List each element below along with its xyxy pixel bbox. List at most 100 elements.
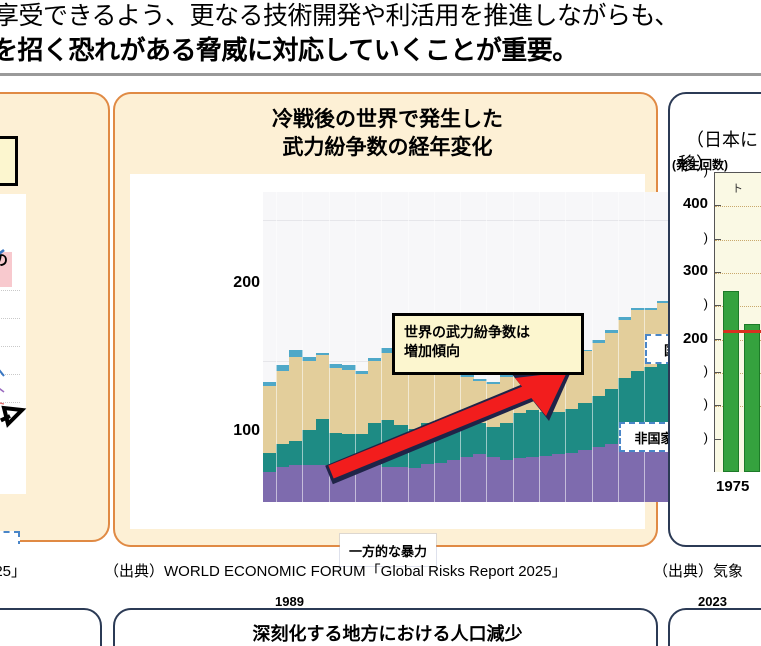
segment-0 xyxy=(473,454,488,502)
segment-0 xyxy=(276,466,290,502)
segment-1 xyxy=(394,424,409,467)
segment-3 xyxy=(289,349,304,357)
segment-0 xyxy=(420,463,435,502)
right-y-tick-minor-200: 200 xyxy=(682,329,708,347)
segment-0 xyxy=(539,455,553,502)
segment-0 xyxy=(499,459,514,502)
bottom-mid-panel: 深刻化する地方における人口減少 (地域人口比率) xyxy=(113,608,658,646)
right-tickmark xyxy=(714,272,721,273)
segment-0 xyxy=(631,437,645,502)
segment-0 xyxy=(407,468,422,502)
segment-0 xyxy=(328,465,343,502)
slide-header: 享受できるよう、更なる技術開発や利活用を推進しながらも、 を招く恐れがある脅威に… xyxy=(0,0,761,74)
trend-note-line-2: 増加傾向 xyxy=(404,342,460,359)
right-bar xyxy=(744,324,760,472)
right-panel: （日本に 移） (発生回数) 1975 ト 400 300))) 200))) xyxy=(668,92,761,547)
segment-2 xyxy=(355,373,369,435)
source-mid: （出典）WORLD ECONOMIC FORUM「Global Risks Re… xyxy=(104,563,567,580)
y-axis-tick-200: 200 xyxy=(233,274,260,291)
column-separator xyxy=(276,192,278,502)
callout-unilateral: 一方的な暴力 xyxy=(340,534,436,566)
right-y-tick-300: 300 xyxy=(682,262,708,279)
segment-1 xyxy=(591,396,606,448)
segment-1 xyxy=(289,441,304,466)
segment-2 xyxy=(328,368,343,433)
segment-0 xyxy=(289,465,304,502)
segment-0 xyxy=(512,458,527,502)
segment-1 xyxy=(263,452,277,473)
chart-column xyxy=(499,375,514,502)
segment-0 xyxy=(394,466,409,502)
segment-2 xyxy=(302,361,317,431)
y-axis-tick-100: 100 xyxy=(233,422,260,439)
segment-1 xyxy=(499,423,514,460)
segment-1 xyxy=(644,366,658,436)
chart-column xyxy=(447,369,461,502)
chart-column xyxy=(539,368,553,502)
segment-1 xyxy=(631,370,645,438)
chart-column xyxy=(328,363,343,502)
right-bar-plot xyxy=(714,172,761,472)
chart-column xyxy=(355,370,369,502)
segment-3 xyxy=(355,370,369,374)
chart-column xyxy=(315,352,330,502)
segment-1 xyxy=(407,428,422,469)
segment-2 xyxy=(315,355,330,419)
right-y-tick-minor-100: ) xyxy=(703,396,708,412)
column-separator xyxy=(644,192,646,502)
segment-0 xyxy=(368,465,382,502)
chart-column xyxy=(276,365,290,502)
right-gridline-350 xyxy=(715,239,761,241)
segment-3 xyxy=(341,365,356,370)
segment-3 xyxy=(460,375,474,377)
chart-column xyxy=(565,358,580,502)
right-panel-inner: （日本に 移） (発生回数) 1975 ト 400 300))) 200))) xyxy=(670,94,761,549)
segment-1 xyxy=(525,410,540,457)
segment-3 xyxy=(302,356,317,362)
right-y-tick-minor-450: ) xyxy=(703,163,708,178)
column-separator xyxy=(355,192,356,502)
mid-title-line-2: 武力紛争数の経年変化 xyxy=(282,135,493,159)
segment-0 xyxy=(591,447,606,502)
chart-column xyxy=(604,330,619,502)
segment-3 xyxy=(276,365,290,371)
right-y-tick-minor-50: ) xyxy=(703,429,708,445)
segment-0 xyxy=(617,440,632,502)
segment-2 xyxy=(433,368,448,425)
chart-column xyxy=(263,382,277,502)
segment-3 xyxy=(486,382,501,384)
gaza-annotation-arrow-icon xyxy=(0,248,5,255)
column-separator xyxy=(302,192,304,502)
segment-0 xyxy=(486,456,501,502)
segment-0 xyxy=(578,449,593,502)
chart-column xyxy=(631,307,645,502)
left-panel-note-box xyxy=(0,136,18,186)
segment-1 xyxy=(276,444,290,467)
segment-1 xyxy=(302,430,317,466)
segment-0 xyxy=(302,465,317,502)
segment-1 xyxy=(473,423,488,455)
chart-column xyxy=(394,354,409,502)
right-tickmark xyxy=(714,238,721,240)
header-divider xyxy=(0,73,761,76)
chart-column xyxy=(289,349,304,502)
right-panel-title-2: 移） xyxy=(678,154,714,174)
segment-0 xyxy=(355,468,369,502)
segment-0 xyxy=(460,456,474,502)
segment-0 xyxy=(644,435,658,502)
right-gridline-300 xyxy=(715,273,761,274)
chart-column xyxy=(433,366,448,502)
left-panel-inner: ナ戦争 ガザ情勢の悪化 リスク指標 xyxy=(0,94,112,544)
chart-column xyxy=(525,365,540,502)
segment-2 xyxy=(604,332,619,390)
segment-0 xyxy=(552,454,566,502)
segment-1 xyxy=(341,434,356,467)
segment-3 xyxy=(644,307,658,311)
left-dashed-callout-box xyxy=(0,531,20,544)
segment-3 xyxy=(591,339,606,343)
segment-2 xyxy=(289,356,304,442)
mid-title-line-1: 冷戦後の世界で発生した xyxy=(272,108,503,131)
segment-2 xyxy=(539,369,553,412)
column-separator xyxy=(328,192,330,502)
column-separator xyxy=(617,192,619,502)
